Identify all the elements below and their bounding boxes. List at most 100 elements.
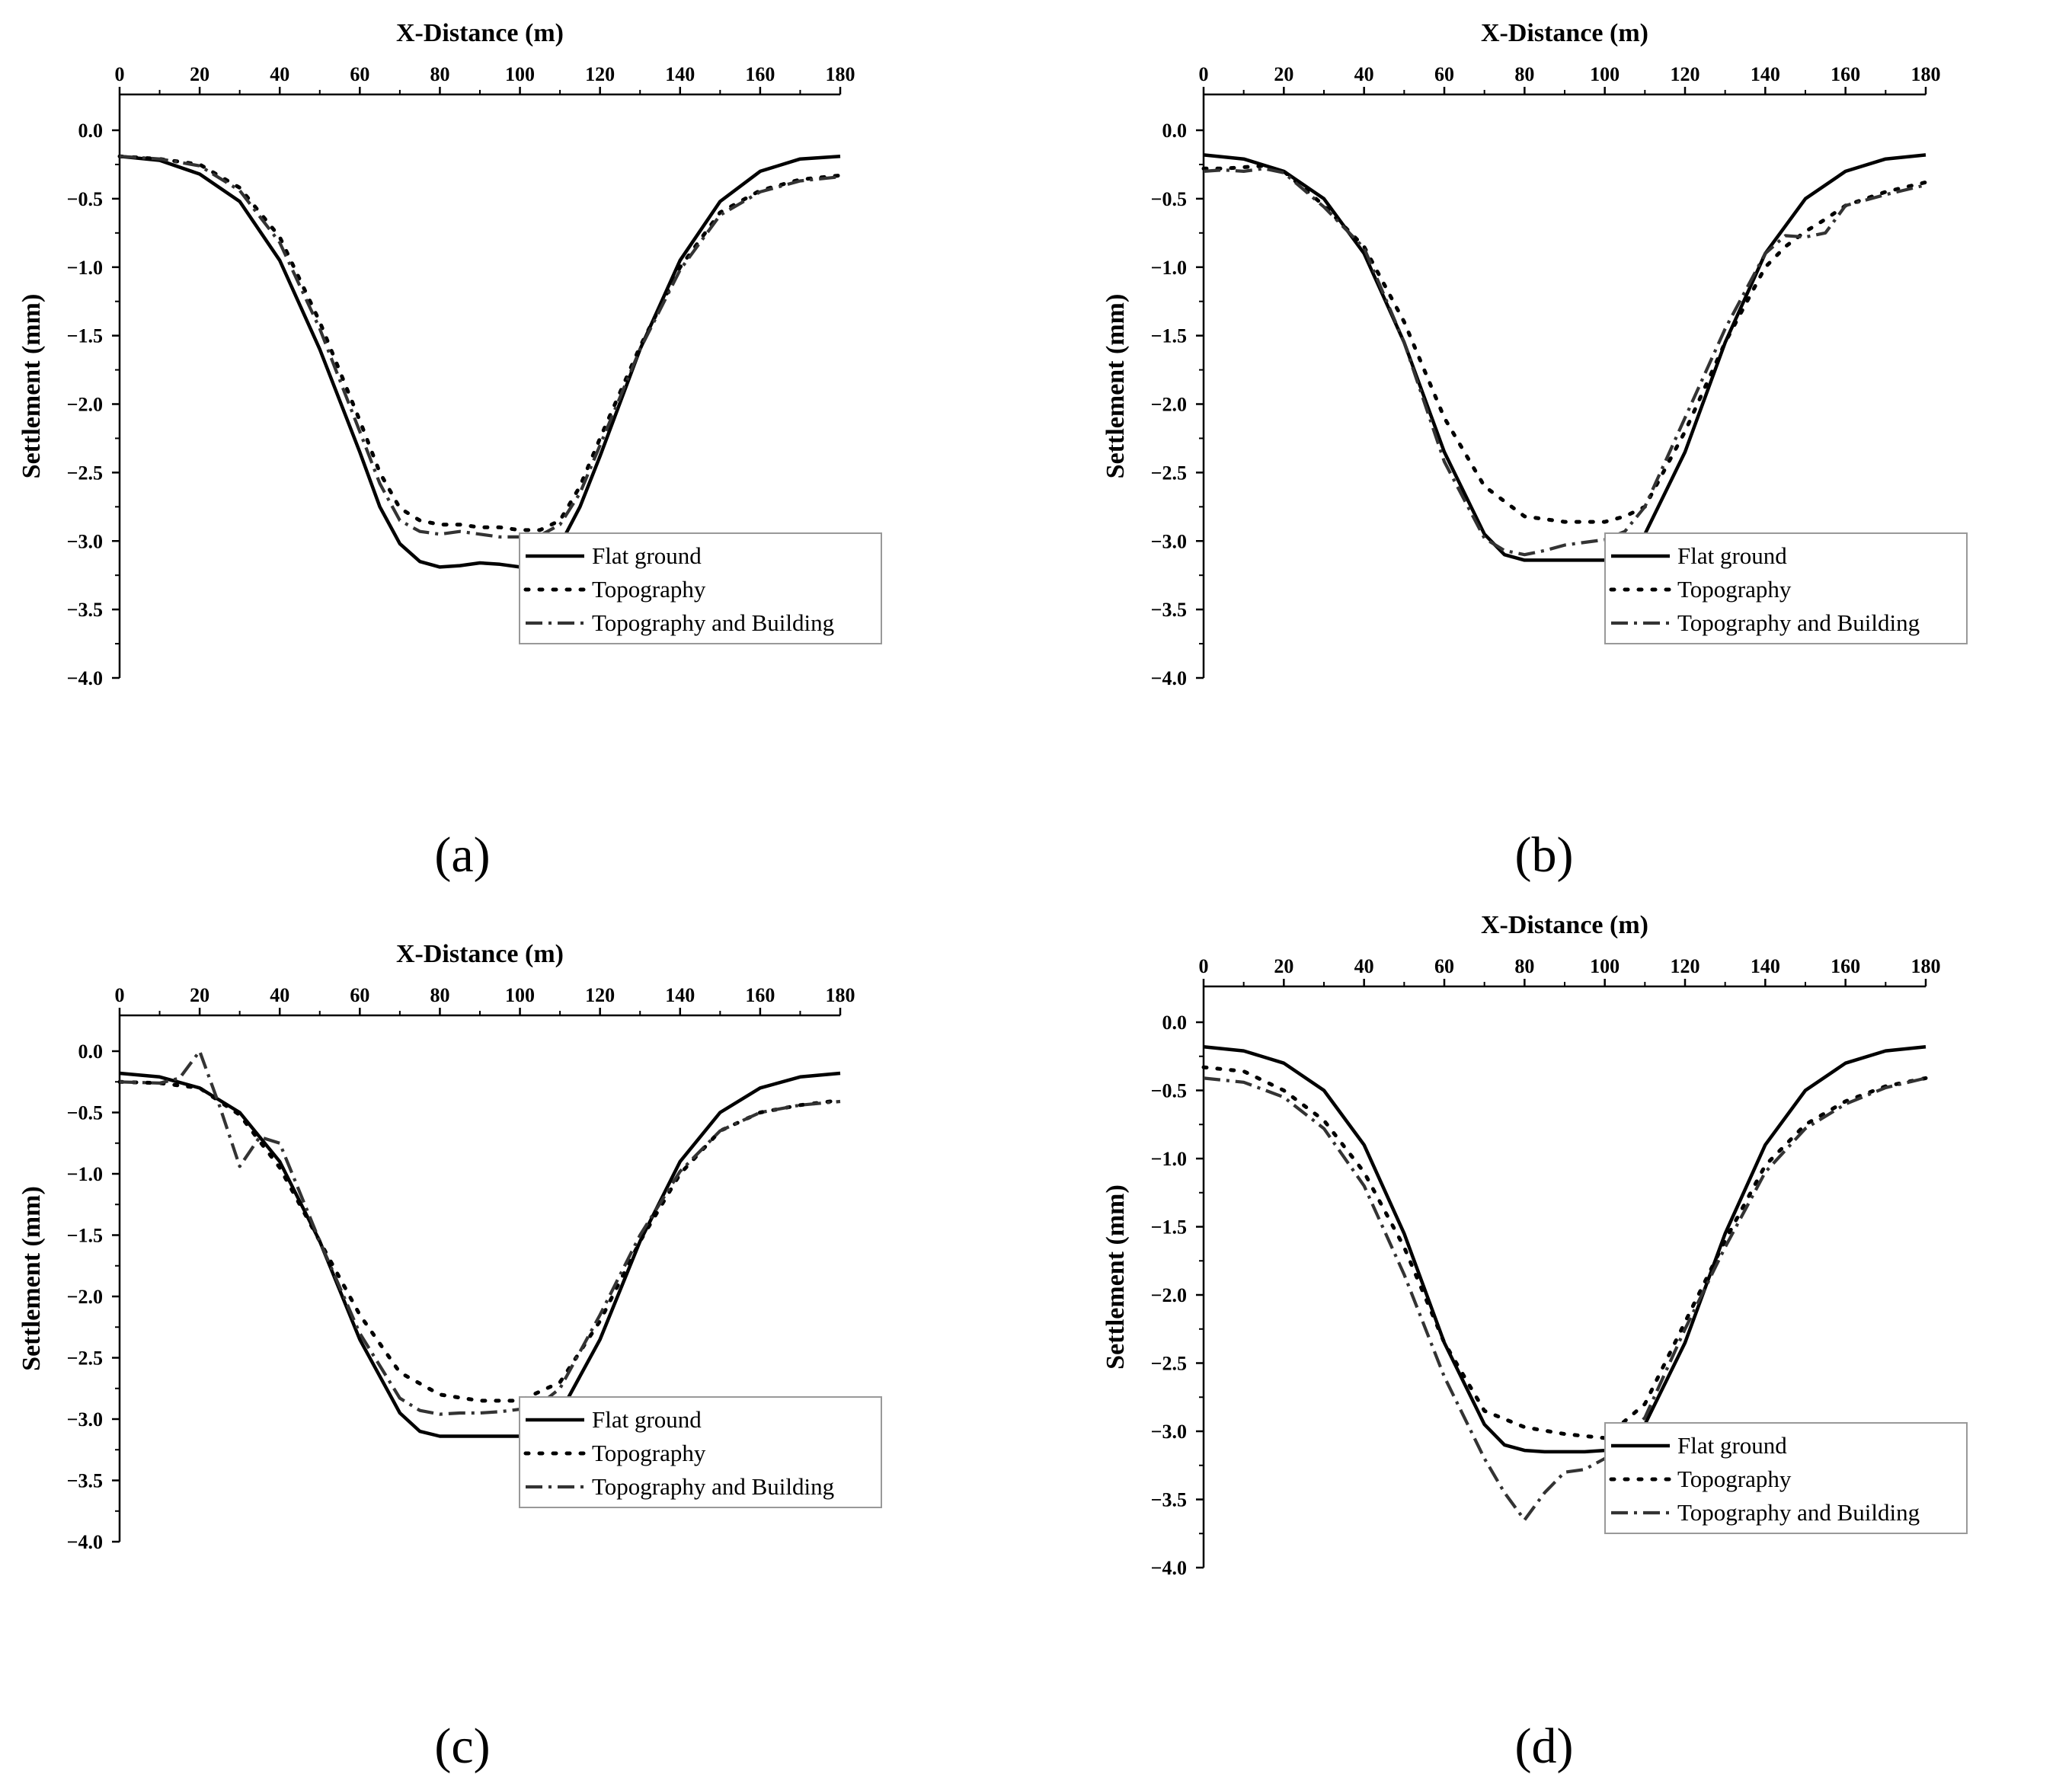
legend-label: Topography and Building [1677, 1499, 1920, 1526]
x-axis-title: X-Distance (m) [1481, 19, 1648, 47]
chart-panel-d: 0 20 40 60 80 100 120 140 160 180 0.0 −0.5 −1.0 −1.5 −… [1036, 894, 2072, 1787]
y-axis-title: Settlement (mm) [18, 294, 46, 479]
y-tick-label: −4.0 [67, 667, 103, 689]
series-line-dashdot [1203, 1076, 1927, 1522]
y-tick-label: −3.0 [67, 1408, 103, 1431]
series-line-dashdot [119, 1049, 841, 1416]
y-tick-label: −4.0 [1151, 667, 1187, 689]
y-tick-label: −3.0 [1151, 1421, 1187, 1443]
legend: Flat ground Topography Topography and Buil… [519, 532, 882, 644]
y-tick-label: −2.5 [67, 462, 103, 484]
legend-label: Topography [592, 1440, 706, 1466]
legend: Flat ground Topography Topography and Buil… [519, 1396, 882, 1508]
legend-label: Flat ground [1677, 542, 1787, 569]
legend-label: Topography [1677, 1466, 1792, 1492]
x-tick-label: 160 [1831, 955, 1860, 977]
x-tick-label: 80 [1514, 63, 1534, 85]
x-axis-title: X-Distance (m) [1481, 911, 1648, 939]
x-tick-label: 160 [1831, 63, 1860, 85]
x-tick-label: 140 [665, 63, 695, 85]
x-tick-label: 160 [745, 63, 775, 85]
x-tick-label: 0 [1199, 955, 1209, 977]
legend-label: Topography and Building [1677, 609, 1920, 636]
x-tick-label: 0 [115, 984, 125, 1006]
legend-label: Topography and Building [592, 1473, 834, 1500]
x-axis-title: X-Distance (m) [396, 19, 564, 47]
x-axis-title: X-Distance (m) [396, 940, 564, 968]
legend-label: Flat ground [592, 542, 702, 569]
x-tick-label: 80 [430, 984, 449, 1006]
chart-panel-b: 0 20 40 60 80 100 120 140 160 180 0.0 −0.5 −1.0 −1.5 −… [1036, 0, 2072, 894]
series-line-solid [119, 154, 841, 569]
y-tick-label: −2.0 [67, 394, 103, 416]
x-tick-label: 180 [1911, 63, 1941, 85]
plot-group: 0 20 40 60 80 100 120 140 160 180 0.0 −0.5 −1.0 −1.5 −… [1102, 911, 1968, 1579]
chart-d-svg: 0 20 40 60 80 100 120 140 160 180 0.0 −0.5 −1.0 −1.5 −… [1102, 911, 1968, 1579]
y-tick-label: −3.5 [1151, 1489, 1187, 1511]
y-tick-label: −3.0 [67, 530, 103, 552]
plot-group: 0 20 40 60 80 100 120 140 160 180 0.0 −0.5 −1.0 −1.5 −… [18, 940, 882, 1553]
plot-group: 0 20 40 60 80 100 120 140 160 180 0.0 −0.5 −1.0 −1.5 −… [18, 19, 882, 689]
x-tick-label: 120 [585, 63, 615, 85]
x-tick-label: 140 [665, 984, 695, 1006]
x-tick-label: 0 [1199, 63, 1209, 85]
panel-label-d: (d) [1514, 1718, 1574, 1774]
y-tick-label: −2.5 [1151, 1353, 1187, 1375]
panel-label-a: (a) [434, 827, 491, 883]
x-tick-label: 60 [1434, 63, 1454, 85]
series-line-dotted [1201, 1065, 1928, 1440]
y-tick-label: −1.0 [67, 1163, 103, 1185]
x-tick-label: 180 [1911, 955, 1941, 977]
y-tick-label: 0.0 [1162, 1012, 1188, 1034]
series-line-solid [1203, 1044, 1927, 1454]
series-line-dotted [117, 154, 843, 532]
x-tick-label: 100 [1590, 955, 1620, 977]
x-tick-label: 100 [1590, 63, 1620, 85]
y-tick-label: −0.5 [67, 1102, 103, 1124]
x-tick-label: 60 [350, 984, 369, 1006]
y-tick-label: −1.0 [67, 257, 103, 279]
y-tick-label: −0.5 [1151, 188, 1187, 210]
x-tick-label: 180 [826, 984, 855, 1006]
x-tick-label: 60 [350, 63, 369, 85]
y-tick-label: −2.5 [67, 1347, 103, 1370]
y-tick-label: 0.0 [78, 120, 104, 142]
y-axis-title: Settlement (mm) [1102, 294, 1130, 479]
series-line-dashdot [119, 155, 841, 539]
series-line-dotted [1201, 164, 1928, 524]
series-line-solid [1203, 153, 1927, 562]
x-tick-label: 20 [1274, 63, 1293, 85]
y-tick-label: −1.0 [1151, 257, 1187, 279]
series-line-dotted [117, 1079, 843, 1403]
legend: Flat ground Topography Topography and Buil… [1604, 532, 1968, 644]
y-tick-label: −3.0 [1151, 530, 1187, 552]
y-tick-label: −1.0 [1151, 1148, 1187, 1170]
legend-label: Topography [1677, 576, 1792, 603]
x-tick-label: 100 [505, 984, 535, 1006]
x-tick-label: 100 [505, 63, 535, 85]
y-tick-label: −1.5 [67, 1225, 103, 1247]
series-line-solid [119, 1071, 841, 1438]
legend-label: Flat ground [1677, 1432, 1787, 1459]
x-tick-label: 180 [826, 63, 855, 85]
x-tick-label: 120 [1671, 955, 1700, 977]
y-tick-label: −3.5 [67, 1470, 103, 1492]
x-tick-label: 60 [1434, 955, 1454, 977]
x-tick-label: 140 [1751, 63, 1780, 85]
legend: Flat ground Topography Topography and Buil… [1604, 1422, 1968, 1534]
series-line-dashdot [1203, 167, 1927, 557]
legend-label: Topography [592, 576, 706, 603]
y-tick-label: −0.5 [67, 188, 103, 210]
x-tick-label: 140 [1751, 955, 1780, 977]
y-tick-label: −4.0 [67, 1531, 103, 1553]
y-tick-label: −2.0 [67, 1286, 103, 1308]
y-tick-label: −2.0 [1151, 1284, 1187, 1306]
x-tick-label: 120 [585, 984, 615, 1006]
y-axis-title: Settlement (mm) [1102, 1184, 1130, 1370]
x-tick-label: 20 [190, 984, 209, 1006]
y-tick-label: −3.5 [1151, 599, 1187, 621]
legend-label: Topography and Building [592, 609, 834, 636]
plot-group: 0 20 40 60 80 100 120 140 160 180 0.0 −0.5 −1.0 −1.5 −… [1102, 19, 1968, 689]
y-axis-title: Settlement (mm) [18, 1186, 46, 1371]
y-tick-label: −4.0 [1151, 1557, 1187, 1579]
